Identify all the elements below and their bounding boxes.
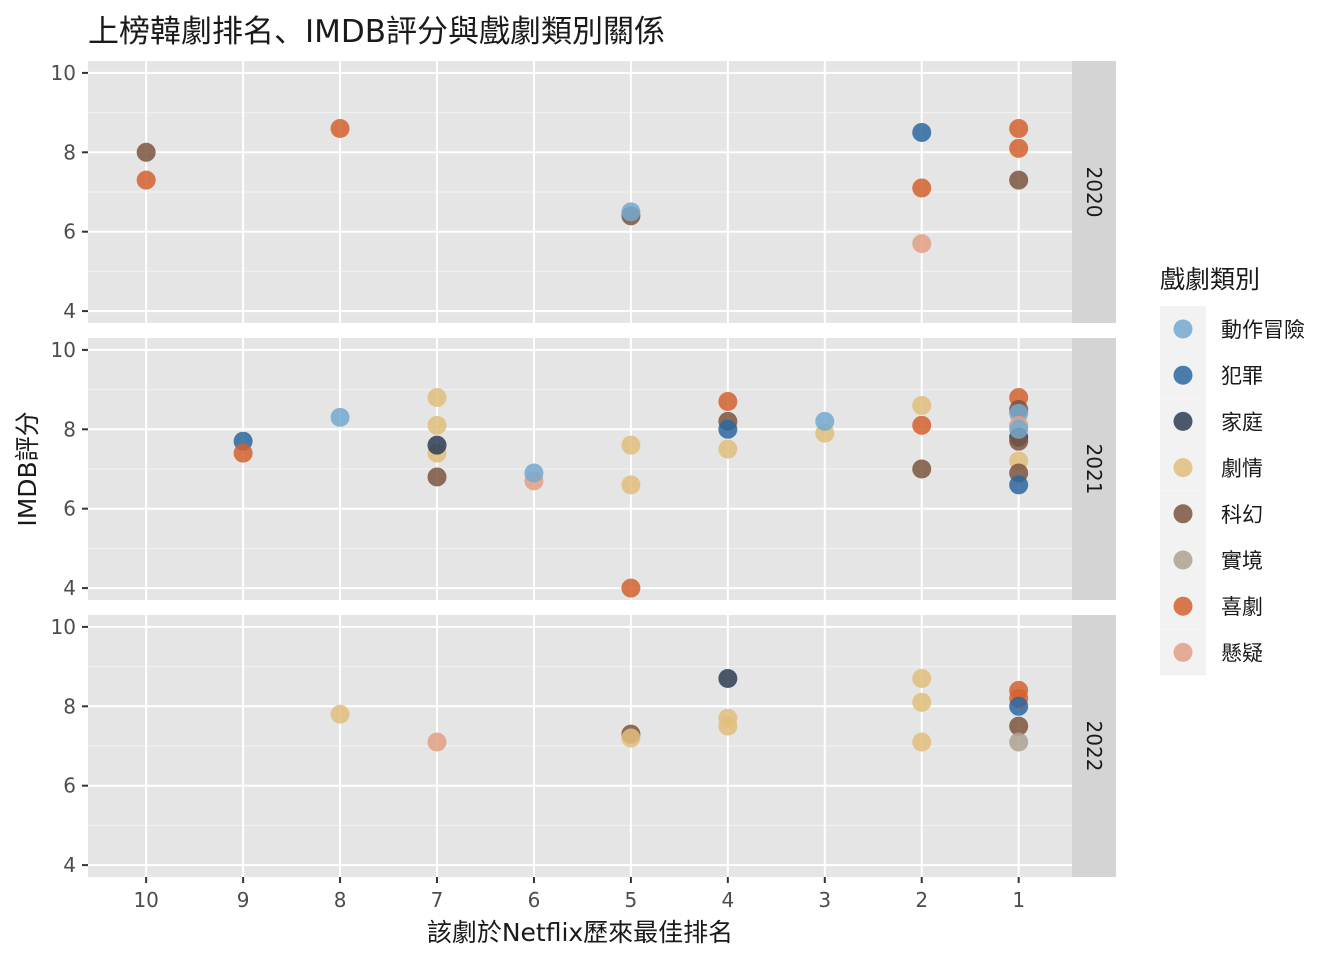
x-tick-label: 5 — [625, 888, 638, 912]
legend-point — [1173, 458, 1193, 478]
x-tick-label: 6 — [528, 888, 541, 912]
data-point — [427, 388, 447, 408]
y-tick-label: 8 — [63, 140, 76, 164]
data-point — [912, 692, 932, 712]
data-point — [330, 407, 350, 427]
y-tick-label: 4 — [63, 853, 76, 877]
facet-strip — [1072, 61, 1116, 323]
data-point — [524, 463, 544, 483]
y-tick-label: 4 — [63, 299, 76, 323]
facet-strip — [1072, 338, 1116, 600]
legend-label: 家庭 — [1221, 410, 1263, 434]
data-point — [718, 669, 738, 689]
legend-point — [1173, 642, 1193, 662]
y-tick-label: 6 — [63, 497, 76, 521]
legend-label: 懸疑 — [1221, 641, 1263, 665]
data-point — [1009, 716, 1029, 736]
facet-strip-label: 2020 — [1082, 167, 1106, 218]
facet-strip-label: 2021 — [1082, 444, 1106, 495]
y-tick-label: 8 — [63, 417, 76, 441]
data-point — [718, 716, 738, 736]
x-tick-label: 9 — [237, 888, 250, 912]
legend-point — [1173, 365, 1193, 385]
facet-strip-label: 2022 — [1082, 721, 1106, 772]
x-axis-title: 該劇於Netflix歷來最佳排名 — [427, 918, 733, 947]
data-point — [718, 419, 738, 439]
data-point — [1009, 118, 1029, 138]
x-tick-label: 1 — [1012, 888, 1025, 912]
x-tick-label: 10 — [133, 888, 158, 912]
legend-title: 戲劇類別 — [1160, 265, 1260, 294]
data-point — [1009, 475, 1029, 495]
legend-label: 犯罪 — [1221, 364, 1263, 388]
legend-point — [1173, 596, 1193, 616]
data-point — [912, 415, 932, 435]
data-point — [427, 415, 447, 435]
legend-point — [1173, 504, 1193, 524]
data-point — [330, 704, 350, 724]
data-point — [718, 392, 738, 412]
data-point — [330, 118, 350, 138]
x-tick-label: 4 — [721, 888, 734, 912]
data-point — [136, 142, 156, 162]
x-tick-label: 3 — [818, 888, 831, 912]
data-point — [427, 732, 447, 752]
y-tick-label: 4 — [63, 576, 76, 600]
y-tick-label: 6 — [63, 220, 76, 244]
data-point — [621, 578, 641, 598]
data-point — [912, 459, 932, 479]
data-point — [912, 395, 932, 415]
chart-title: 上榜韓劇排名、IMDB評分與戲劇類別關係 — [88, 14, 665, 50]
data-point — [912, 122, 932, 142]
y-tick-label: 10 — [51, 61, 76, 85]
data-point — [912, 178, 932, 198]
facet-strip — [1072, 615, 1116, 877]
data-point — [233, 443, 253, 463]
data-point — [621, 202, 641, 222]
data-point — [621, 728, 641, 748]
legend-point — [1173, 411, 1193, 431]
data-point — [136, 170, 156, 190]
data-point — [1009, 696, 1029, 716]
data-point — [1009, 419, 1029, 439]
y-tick-label: 10 — [51, 615, 76, 639]
legend-label: 喜劇 — [1221, 595, 1263, 619]
legend-label: 動作冒險 — [1221, 318, 1305, 342]
y-tick-label: 10 — [51, 338, 76, 362]
data-point — [912, 669, 932, 689]
data-point — [1009, 732, 1029, 752]
data-point — [912, 732, 932, 752]
x-tick-label: 7 — [431, 888, 444, 912]
data-point — [718, 439, 738, 459]
y-tick-label: 8 — [63, 694, 76, 718]
legend-label: 劇情 — [1221, 457, 1263, 481]
data-point — [1009, 170, 1029, 190]
legend-label: 實境 — [1221, 549, 1263, 573]
y-axis-title: IMDB評分 — [13, 411, 42, 526]
x-tick-label: 2 — [915, 888, 928, 912]
data-point — [912, 234, 932, 254]
data-point — [621, 435, 641, 455]
legend-label: 科幻 — [1221, 503, 1263, 527]
data-point — [427, 435, 447, 455]
data-point — [1009, 138, 1029, 158]
x-tick-label: 8 — [334, 888, 347, 912]
data-point — [621, 475, 641, 495]
legend-point — [1173, 319, 1193, 339]
data-point — [815, 411, 835, 431]
data-point — [427, 467, 447, 487]
y-tick-label: 6 — [63, 774, 76, 798]
legend-point — [1173, 550, 1193, 570]
